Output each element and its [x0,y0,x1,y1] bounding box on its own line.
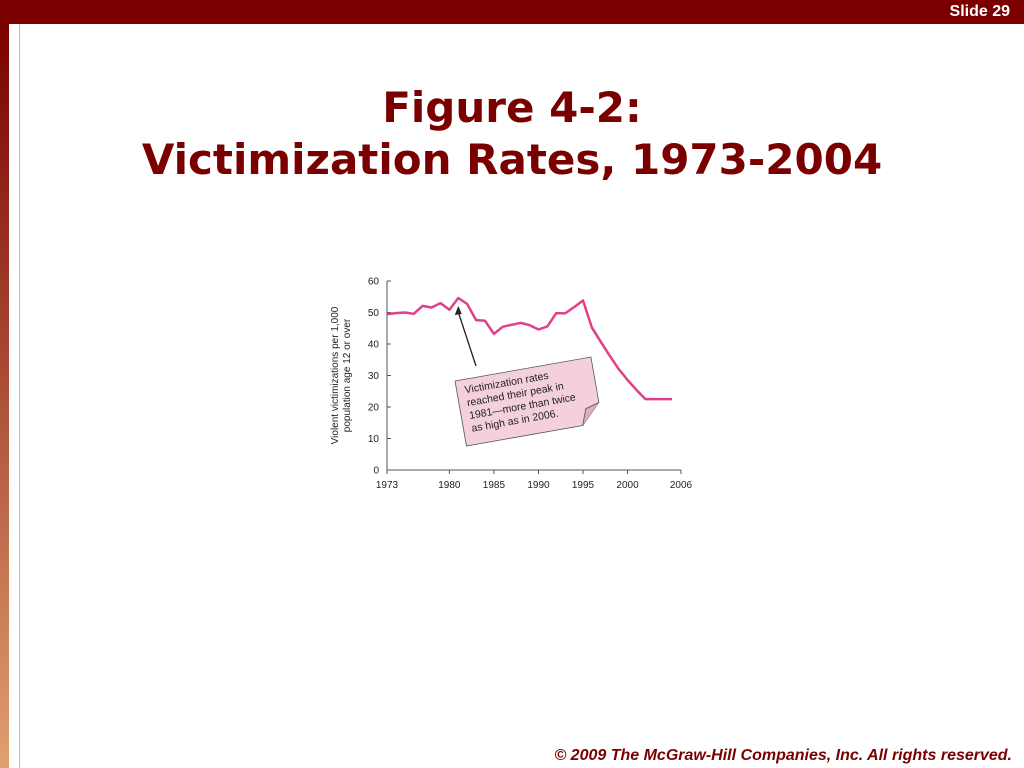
slide-title: Figure 4-2: Victimization Rates, 1973-20… [0,82,1024,186]
x-tick-label: 2000 [616,480,639,491]
x-tick-label: 1985 [483,480,506,491]
title-line-2: Victimization Rates, 1973-2004 [141,135,883,184]
top-bar: Slide 29 [0,0,1024,24]
annotation-arrow-line [457,311,477,367]
y-tick-label: 0 [373,466,379,477]
y-axis-label-line: Violent victimizations per 1,000 [330,306,341,444]
title-line-1: Figure 4-2: [382,83,642,132]
x-tick-label: 1973 [376,480,399,491]
y-tick-label: 30 [368,371,380,382]
y-tick-label: 60 [368,277,380,288]
x-tick-label: 1990 [527,480,550,491]
y-tick-label: 10 [368,434,380,445]
victimization-chart: 0 10 20 30 40 50 60 1973 1980 1985 1990 1995 2000 200… [330,277,693,492]
y-axis-label-line: population age 12 or over [342,318,353,432]
copyright-notice: © 2009 The McGraw-Hill Companies, Inc. A… [554,747,1012,764]
left-accent-bar [0,24,9,768]
x-tick-label: 1980 [438,480,461,491]
x-tick-label: 2006 [670,480,693,491]
y-tick-label: 50 [368,308,380,319]
x-tick-label: 1995 [572,480,595,491]
annotation-arrow-head [454,306,462,316]
series-line-victimization-rate [386,296,673,401]
slide-number: Slide 29 [949,3,1010,20]
left-divider-line [19,24,20,768]
y-tick-label: 40 [368,340,380,351]
y-tick-label: 20 [368,403,380,414]
